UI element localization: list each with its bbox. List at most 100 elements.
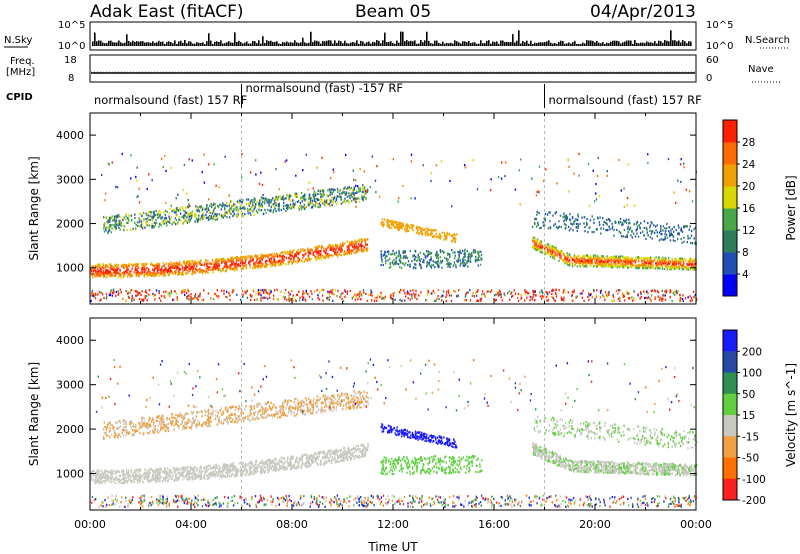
nsky-bar [446,42,448,46]
data-cell [571,299,573,302]
data-cell [687,263,690,266]
data-cell [244,260,247,263]
data-cell [282,195,285,198]
data-cell [144,294,146,298]
nsky-bar [186,43,188,46]
nsky-bar [178,41,180,46]
data-cell [629,297,631,300]
nsky-bar [126,34,128,46]
data-cell [620,235,623,238]
data-cell [97,273,100,276]
data-cell [190,262,192,266]
data-cell [614,260,616,263]
nsearch-tick-top: 10^5 [706,20,733,31]
data-cell [120,273,123,277]
data-cell [404,299,406,302]
data-cell [280,198,282,201]
data-cell [207,218,210,221]
data-cell [655,262,657,265]
data-cell [262,193,264,197]
data-cell [175,292,178,295]
data-cell [693,259,695,263]
data-cell [642,257,645,260]
data-cell [430,266,432,269]
data-cell [316,251,318,254]
data-cell [566,258,569,261]
data-cell [623,295,626,298]
data-cell [479,259,481,262]
data-cell [449,179,451,183]
data-cell [320,189,323,192]
data-cell [143,268,146,271]
data-cell [186,215,188,219]
data-cell [361,244,364,248]
data-cell [157,271,159,275]
data-cell [609,256,612,259]
data-cell [340,195,342,198]
data-cell [195,217,198,220]
nsky-bar [212,43,214,46]
data-cell [620,223,623,226]
data-cell [674,293,676,297]
data-cell [253,200,256,204]
nsky-bar [396,40,398,46]
data-cell [417,253,419,256]
data-cell [310,248,312,251]
data-cell [97,293,99,296]
data-cell [579,222,581,226]
data-cell [108,275,111,278]
data-cell [384,256,386,260]
data-cell [586,261,589,264]
data-cell [585,260,588,263]
nsky-bar [494,42,496,46]
data-cell [412,224,414,227]
data-cell [341,247,343,250]
data-cell [103,296,105,300]
data-cell [132,264,134,267]
nsky-bar [140,41,142,46]
data-cell [289,194,292,197]
data-cell [146,266,148,270]
data-cell [581,296,584,299]
nsky-bar [486,40,488,46]
data-cell [123,271,125,274]
data-cell [400,267,403,270]
data-cell [535,294,537,297]
data-cell [118,222,121,225]
data-cell [454,263,457,266]
data-cell [559,214,562,217]
data-cell [595,255,597,259]
data-cell [598,223,601,227]
data-cell [170,262,172,266]
data-cell [549,246,552,249]
nsky-bar [388,41,390,46]
data-cell [542,221,544,224]
nsky-series [92,30,692,46]
data-cell [498,292,500,295]
data-cell [566,255,568,258]
data-cell [558,289,560,292]
data-cell [357,187,360,190]
data-cell [322,202,324,205]
data-cell [152,216,154,219]
data-cell [336,294,338,298]
data-cell [576,295,578,298]
data-cell [559,257,562,260]
data-cell [151,272,153,275]
nsky-bar [294,40,296,46]
data-cell [212,298,215,301]
data-cell [115,268,117,271]
data-cell [227,265,229,268]
data-cell [589,259,591,262]
data-cell [435,299,437,303]
data-cell [343,242,346,245]
data-cell [252,288,255,291]
data-cell [608,256,610,259]
data-cell [308,295,311,298]
data-cell [629,221,631,224]
data-cell [179,272,182,275]
nsky-bar [454,40,456,46]
data-cell [196,205,199,209]
data-cell [623,228,626,232]
